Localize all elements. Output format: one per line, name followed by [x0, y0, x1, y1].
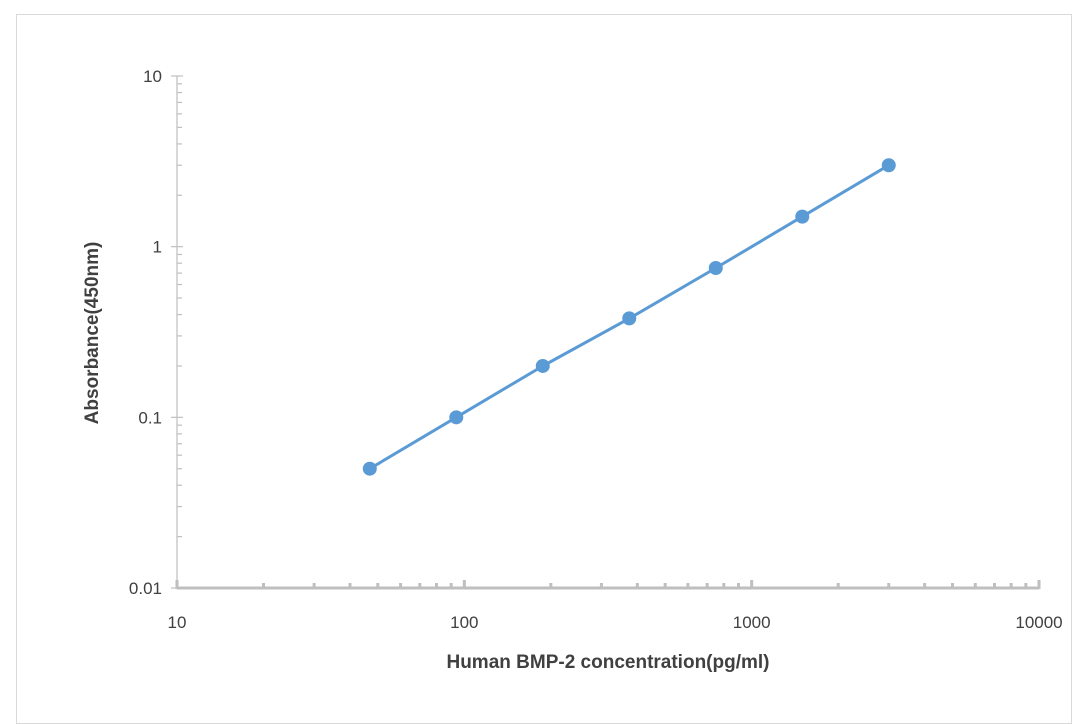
y-tick-label: 10 [143, 67, 162, 86]
y-tick-label: 0.01 [129, 579, 162, 598]
y-tick-labels: 0.01 0.1 1 10 [129, 67, 162, 598]
x-tick-label: 10000 [1015, 613, 1062, 632]
x-tick-label: 10 [168, 613, 187, 632]
series-layer [362, 158, 896, 476]
data-point [708, 260, 723, 275]
y-tick-label: 0.1 [138, 408, 162, 427]
data-point [881, 158, 896, 173]
y-axis-title: Absorbance(450nm) [82, 242, 103, 425]
data-point [622, 311, 637, 326]
data-point [535, 358, 550, 373]
x-tick-label: 100 [450, 613, 478, 632]
y-tick-label: 1 [153, 238, 162, 257]
data-point [362, 461, 377, 476]
data-point [449, 410, 464, 425]
x-tick-label: 1000 [733, 613, 771, 632]
x-tick-labels: 10 100 1000 10000 [168, 613, 1063, 632]
x-axis-title: Human BMP-2 concentration(pg/ml) [446, 652, 769, 673]
y-axis [171, 75, 183, 589]
x-axis [175, 580, 1041, 590]
data-point [795, 209, 810, 224]
